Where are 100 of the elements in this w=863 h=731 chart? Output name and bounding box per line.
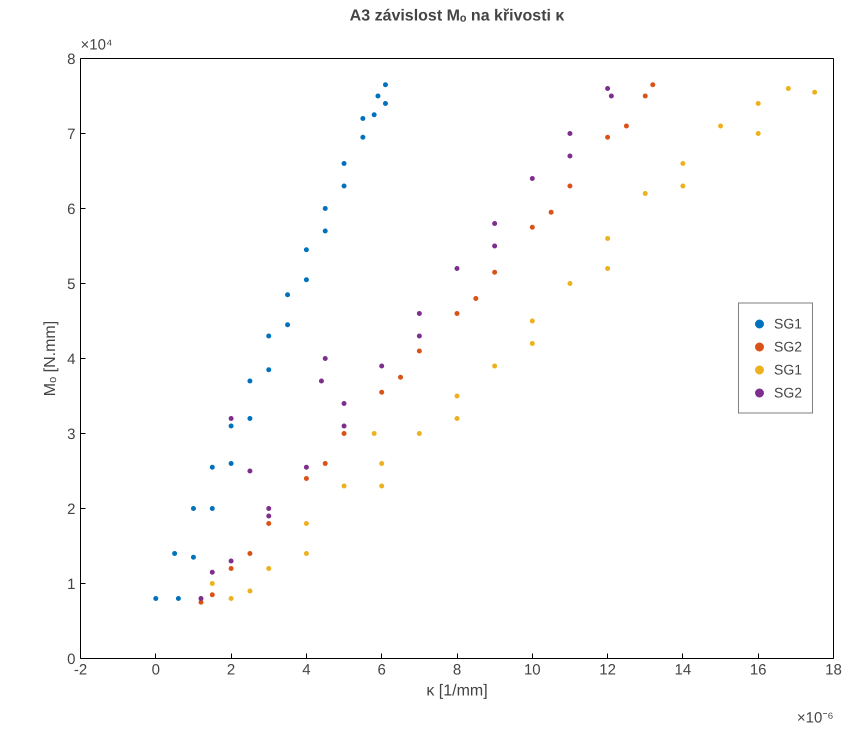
point bbox=[322, 356, 328, 361]
point bbox=[379, 484, 384, 488]
point bbox=[153, 596, 158, 601]
point bbox=[247, 416, 252, 421]
point bbox=[210, 570, 215, 575]
point bbox=[304, 277, 309, 282]
point bbox=[567, 184, 572, 188]
point bbox=[756, 131, 761, 136]
point bbox=[342, 161, 347, 166]
y-tick-label: 7 bbox=[67, 126, 76, 143]
point bbox=[198, 600, 204, 605]
point bbox=[228, 461, 234, 466]
point bbox=[342, 401, 347, 406]
point bbox=[285, 292, 290, 298]
point bbox=[605, 236, 610, 241]
x-tick-label: 2 bbox=[226, 662, 236, 678]
point bbox=[266, 521, 272, 526]
point bbox=[318, 378, 324, 384]
point bbox=[605, 266, 610, 271]
point bbox=[718, 124, 724, 128]
point bbox=[322, 206, 328, 211]
point bbox=[375, 94, 380, 98]
x-tick-label: 14 bbox=[674, 662, 692, 678]
point bbox=[210, 506, 215, 511]
x-tick-label: -2 bbox=[74, 662, 88, 678]
point bbox=[372, 112, 377, 118]
point bbox=[247, 468, 252, 474]
point bbox=[680, 161, 686, 166]
point bbox=[608, 94, 614, 98]
point bbox=[416, 348, 422, 354]
point bbox=[530, 341, 535, 346]
point bbox=[210, 592, 215, 598]
point bbox=[379, 364, 384, 368]
point bbox=[210, 464, 215, 470]
point bbox=[680, 184, 686, 188]
point bbox=[190, 506, 196, 511]
point bbox=[322, 461, 328, 466]
point bbox=[605, 86, 610, 91]
x-tick-label: 12 bbox=[599, 662, 616, 678]
x-axis-title: κ [1/mm] bbox=[426, 682, 488, 700]
point bbox=[492, 221, 498, 226]
x-tick-label: 10 bbox=[524, 662, 541, 678]
point bbox=[210, 581, 215, 586]
text: ×10⁴ bbox=[80, 36, 112, 54]
point bbox=[454, 266, 460, 271]
point bbox=[756, 101, 761, 106]
point bbox=[530, 176, 535, 181]
point bbox=[530, 318, 535, 324]
point bbox=[228, 596, 234, 601]
point bbox=[228, 424, 234, 428]
point bbox=[567, 131, 572, 136]
x-tick-label: 16 bbox=[750, 662, 767, 678]
point bbox=[176, 596, 181, 601]
point bbox=[247, 551, 252, 556]
point bbox=[266, 506, 272, 511]
point bbox=[650, 82, 656, 88]
point bbox=[567, 281, 572, 286]
point bbox=[398, 374, 404, 380]
point bbox=[172, 551, 178, 556]
point bbox=[360, 116, 366, 121]
point bbox=[492, 270, 498, 275]
point bbox=[642, 191, 648, 196]
y-tick-label: 1 bbox=[67, 576, 76, 593]
point bbox=[548, 210, 554, 215]
point bbox=[530, 224, 535, 230]
point bbox=[416, 431, 422, 436]
point bbox=[642, 94, 648, 98]
point bbox=[342, 424, 347, 428]
x-tick-label: 0 bbox=[152, 662, 160, 678]
point bbox=[190, 554, 196, 560]
point bbox=[304, 464, 309, 470]
point bbox=[454, 311, 460, 316]
point bbox=[342, 431, 347, 436]
point bbox=[228, 566, 234, 571]
point bbox=[266, 566, 272, 571]
point bbox=[812, 90, 818, 95]
point bbox=[379, 390, 384, 395]
y-tick-label: 3 bbox=[67, 426, 76, 443]
text: ×10⁻⁶ bbox=[796, 710, 834, 726]
x-tick-label: 8 bbox=[452, 662, 462, 678]
point bbox=[247, 588, 252, 594]
point bbox=[372, 431, 377, 436]
point bbox=[304, 247, 309, 252]
point bbox=[360, 134, 366, 140]
point bbox=[304, 521, 309, 526]
point bbox=[304, 476, 309, 481]
y-tick-label: 5 bbox=[67, 276, 76, 293]
point bbox=[322, 228, 328, 234]
point bbox=[624, 124, 629, 128]
point bbox=[454, 416, 460, 421]
point bbox=[492, 244, 498, 248]
point bbox=[266, 514, 272, 518]
point bbox=[285, 322, 290, 328]
point bbox=[304, 551, 309, 556]
point bbox=[266, 334, 272, 338]
point bbox=[382, 82, 388, 88]
point bbox=[605, 134, 610, 140]
x-tick-label: 4 bbox=[302, 662, 311, 678]
point bbox=[342, 184, 347, 188]
y-tick-label: 8 bbox=[67, 51, 76, 68]
